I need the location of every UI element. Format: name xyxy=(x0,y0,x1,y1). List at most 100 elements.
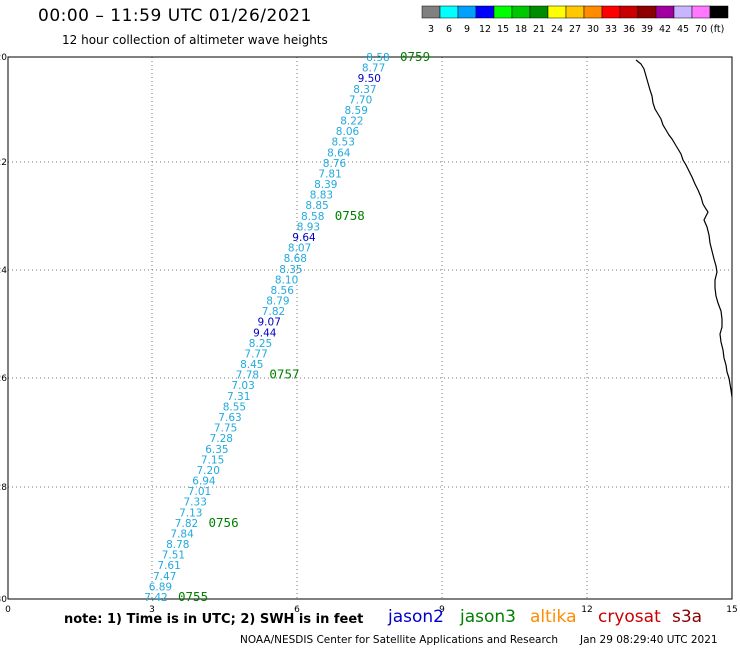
lat-tick-label: -28 xyxy=(0,483,7,493)
lon-tick-label: 6 xyxy=(294,605,300,615)
swh-value-label: 8.06 xyxy=(336,126,360,138)
scale-label: 12 xyxy=(479,24,491,35)
scale-swatch xyxy=(439,5,459,19)
scale-label: 27 xyxy=(569,24,581,35)
time-label: 0758 xyxy=(335,208,365,223)
scale-swatch xyxy=(619,5,639,19)
swh-value-label: 7.61 xyxy=(157,560,180,572)
footer-note: note: 1) Time is in UTC; 2) SWH is in fe… xyxy=(64,612,364,627)
lon-tick-label: 9 xyxy=(439,605,445,615)
swh-value-label: 7.33 xyxy=(184,497,207,509)
swh-value-label: 8.64 xyxy=(327,147,351,159)
scale-label: 39 xyxy=(641,24,653,35)
scale-swatch xyxy=(565,5,585,19)
swh-value-label: 7.77 xyxy=(244,349,267,361)
swh-value-label: 7.03 xyxy=(231,380,254,392)
swh-value-label: 7.82 xyxy=(262,306,285,318)
scale-swatch xyxy=(583,5,603,19)
scale-swatch xyxy=(637,5,657,19)
time-label: 0755 xyxy=(178,589,208,604)
swh-value-label: 8.45 xyxy=(240,359,263,371)
color-scale: 3 6 9 12 15 18 21 24 27 30 33 36 39 42 45 70 (ft) xyxy=(421,5,729,35)
swh-value-label: 8.25 xyxy=(249,338,272,350)
scale-swatch xyxy=(547,5,567,19)
satellite-jason3: jason3 xyxy=(460,607,516,627)
generated-timestamp: Jan 29 08:29:40 UTC 2021 xyxy=(580,634,718,646)
scale-swatch xyxy=(457,5,477,19)
swh-value-label: 8.93 xyxy=(297,221,320,233)
lat-tick-label: -22 xyxy=(0,158,7,168)
swh-value-label: 7.13 xyxy=(179,507,202,519)
swh-value-label: 7.42 xyxy=(144,592,167,604)
scale-swatch xyxy=(601,5,621,19)
scale-label: 42 xyxy=(659,24,671,35)
swh-value-label: 8.76 xyxy=(323,158,347,170)
swh-value-label: 8.35 xyxy=(279,264,302,276)
scale-label: 6 xyxy=(446,24,452,35)
swh-value-label: 9.44 xyxy=(253,327,277,339)
scale-label: 9 xyxy=(464,24,470,35)
scale-swatch xyxy=(493,5,513,19)
swh-value-label: 9.07 xyxy=(258,317,281,329)
swh-value-label: 7.75 xyxy=(214,423,237,435)
swh-value-label: 8.22 xyxy=(340,116,363,128)
scale-label: 70 xyxy=(695,24,707,35)
scale-label: 24 xyxy=(551,24,563,35)
swh-value-label: 7.31 xyxy=(227,391,250,403)
map-title: 00:00 – 11:59 UTC 01/26/2021 xyxy=(38,6,312,26)
scale-label: 36 xyxy=(623,24,635,35)
scale-swatch xyxy=(655,5,675,19)
swh-value-label: 8.79 xyxy=(266,296,289,308)
swh-value-label: 8.85 xyxy=(305,200,328,212)
lat-tick-label: -24 xyxy=(0,266,7,276)
swh-value-label: 8.10 xyxy=(275,274,298,286)
scale-label: 45 xyxy=(677,24,689,35)
swh-value-label: 7.82 xyxy=(175,518,198,530)
scale-label: 15 xyxy=(497,24,509,35)
swh-value-label: 7.15 xyxy=(201,454,224,466)
lon-tick-label: 0 xyxy=(5,605,11,615)
swh-value-label: 7.51 xyxy=(162,550,185,562)
satellite-cryosat: cryosat xyxy=(598,607,661,627)
swh-value-label: 7.84 xyxy=(170,529,194,541)
swh-value-label: 6.94 xyxy=(192,476,216,488)
scale-swatch xyxy=(691,5,711,19)
swh-value-label: 8.59 xyxy=(345,105,368,117)
time-label: 0757 xyxy=(269,367,299,382)
map-subtitle: 12 hour collection of altimeter wave hei… xyxy=(62,33,328,47)
swh-value-label: 7.70 xyxy=(349,94,372,106)
satellite-s3a: s3a xyxy=(672,607,703,627)
lon-tick-label: 3 xyxy=(149,605,155,615)
swh-value-label: 9.64 xyxy=(292,232,316,244)
swh-value-label: 8.58 xyxy=(301,211,324,223)
swh-value-label: 8.77 xyxy=(362,63,385,75)
swh-value-label: 8.55 xyxy=(223,401,246,413)
coastline xyxy=(635,59,733,398)
scale-swatch xyxy=(421,5,441,19)
scale-label: 21 xyxy=(533,24,545,35)
swh-track: 8.588.779.508.377.708.598.228.068.538.64… xyxy=(144,52,389,604)
scale-swatch xyxy=(529,5,549,19)
lon-tick-label: 15 xyxy=(726,605,737,615)
scale-swatch xyxy=(511,5,531,19)
swh-value-label: 8.78 xyxy=(166,539,189,551)
swh-value-label: 8.39 xyxy=(314,179,337,191)
credit-line: NOAA/NESDIS Center for Satellite Applica… xyxy=(240,634,558,646)
scale-label: 30 xyxy=(587,24,599,35)
swh-value-label: 7.47 xyxy=(153,571,176,583)
scale-swatch xyxy=(709,5,729,19)
swh-value-label: 6.35 xyxy=(205,444,228,456)
lon-tick-label: 12 xyxy=(581,605,592,615)
map-frame xyxy=(7,56,733,600)
scale-unit: (ft) xyxy=(710,24,724,35)
satellite-altika: altika xyxy=(530,607,577,627)
swh-value-label: 7.78 xyxy=(236,370,259,382)
scale-label: 18 xyxy=(515,24,527,35)
satellite-jason2: jason2 xyxy=(388,607,444,627)
swh-value-label: 6.89 xyxy=(149,581,172,593)
swh-value-label: 9.50 xyxy=(358,73,381,85)
swh-value-label: 8.68 xyxy=(284,253,307,265)
swh-value-label: 8.58 xyxy=(366,52,389,64)
time-label: 0759 xyxy=(400,49,430,64)
